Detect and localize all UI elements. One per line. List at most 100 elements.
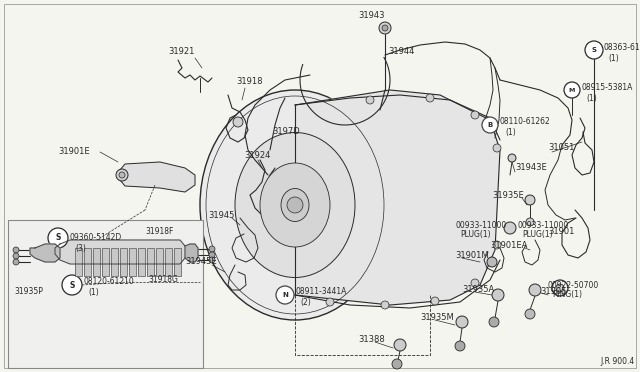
Text: 31905: 31905	[540, 288, 566, 296]
Text: 08110-61262: 08110-61262	[500, 118, 551, 126]
Bar	[165, 248, 172, 276]
Text: 31901M: 31901M	[455, 250, 488, 260]
Text: 00922-50700: 00922-50700	[548, 280, 599, 289]
Circle shape	[394, 339, 406, 351]
Polygon shape	[295, 90, 500, 305]
Circle shape	[287, 197, 303, 213]
Circle shape	[382, 25, 388, 31]
Text: 31901EA: 31901EA	[490, 241, 527, 250]
Circle shape	[504, 222, 516, 234]
Text: 31918: 31918	[236, 77, 262, 87]
Bar	[120, 248, 127, 276]
Text: (2): (2)	[300, 298, 311, 307]
Circle shape	[525, 309, 535, 319]
Circle shape	[209, 257, 215, 263]
Circle shape	[62, 275, 82, 295]
Text: S: S	[55, 234, 61, 243]
Circle shape	[392, 359, 402, 369]
Text: (1): (1)	[88, 288, 99, 296]
Circle shape	[529, 284, 541, 296]
Bar	[138, 248, 145, 276]
Circle shape	[487, 257, 497, 267]
Text: S: S	[591, 47, 596, 53]
Text: 31901: 31901	[548, 228, 574, 237]
Ellipse shape	[281, 189, 309, 221]
Text: 31943E: 31943E	[515, 164, 547, 173]
Text: PLUG(1): PLUG(1)	[460, 231, 491, 240]
Text: 31945: 31945	[208, 211, 234, 219]
Text: 31901E: 31901E	[58, 148, 90, 157]
Text: (1): (1)	[586, 93, 596, 103]
Text: 3197D: 3197D	[272, 128, 300, 137]
Text: 31943: 31943	[358, 12, 385, 20]
Text: 31918F: 31918F	[145, 228, 173, 237]
Bar	[147, 248, 154, 276]
Bar	[174, 248, 181, 276]
Bar	[129, 248, 136, 276]
Bar	[156, 248, 163, 276]
Text: J.R 900.4: J.R 900.4	[600, 357, 634, 366]
Text: 31388: 31388	[358, 336, 385, 344]
Text: 31944: 31944	[388, 48, 414, 57]
Circle shape	[431, 297, 439, 305]
Text: 31945E: 31945E	[185, 257, 216, 266]
Circle shape	[116, 169, 128, 181]
Circle shape	[508, 154, 516, 162]
Text: (1): (1)	[608, 54, 619, 62]
Text: 00933-11000: 00933-11000	[518, 221, 569, 230]
Circle shape	[209, 246, 215, 252]
Circle shape	[471, 279, 479, 287]
Text: 08363-61614: 08363-61614	[604, 44, 640, 52]
Text: 31924: 31924	[244, 151, 270, 160]
Circle shape	[585, 41, 603, 59]
Text: 31935M: 31935M	[420, 314, 454, 323]
Text: 08911-3441A: 08911-3441A	[296, 288, 348, 296]
Text: B: B	[488, 122, 493, 128]
Circle shape	[471, 111, 479, 119]
Circle shape	[379, 22, 391, 34]
Polygon shape	[185, 244, 198, 262]
Ellipse shape	[260, 163, 330, 247]
Polygon shape	[55, 240, 185, 264]
Text: 08120-61210: 08120-61210	[84, 278, 135, 286]
Circle shape	[493, 144, 501, 152]
Circle shape	[482, 117, 498, 133]
Circle shape	[233, 117, 243, 127]
Text: 00933-11000: 00933-11000	[455, 221, 506, 230]
Text: 31935E: 31935E	[492, 190, 524, 199]
Circle shape	[13, 259, 19, 265]
Circle shape	[525, 195, 535, 205]
Polygon shape	[120, 162, 195, 192]
Bar	[102, 248, 109, 276]
Text: 09360-5142D: 09360-5142D	[70, 234, 122, 243]
Text: 31918G: 31918G	[148, 276, 178, 285]
Circle shape	[381, 301, 389, 309]
Text: (3): (3)	[75, 244, 86, 253]
Text: 31935P: 31935P	[14, 288, 43, 296]
Text: 08915-5381A: 08915-5381A	[582, 83, 634, 93]
Circle shape	[13, 247, 19, 253]
Text: M: M	[569, 87, 575, 93]
Bar	[111, 248, 118, 276]
Circle shape	[564, 82, 580, 98]
Circle shape	[456, 316, 468, 328]
Circle shape	[455, 341, 465, 351]
Circle shape	[489, 317, 499, 327]
Polygon shape	[30, 244, 60, 262]
Bar	[84, 248, 91, 276]
Circle shape	[366, 96, 374, 104]
Circle shape	[326, 298, 334, 306]
Circle shape	[13, 253, 19, 259]
Text: N: N	[282, 292, 288, 298]
Text: 31935A: 31935A	[462, 285, 494, 295]
Text: 31051: 31051	[548, 144, 574, 153]
Circle shape	[492, 289, 504, 301]
Bar	[8, 220, 203, 368]
Circle shape	[526, 218, 534, 226]
Text: PLUG(1): PLUG(1)	[522, 231, 552, 240]
Ellipse shape	[235, 132, 355, 278]
Ellipse shape	[200, 90, 390, 320]
Text: 31921: 31921	[168, 48, 195, 57]
Circle shape	[493, 241, 501, 249]
Circle shape	[426, 94, 434, 102]
